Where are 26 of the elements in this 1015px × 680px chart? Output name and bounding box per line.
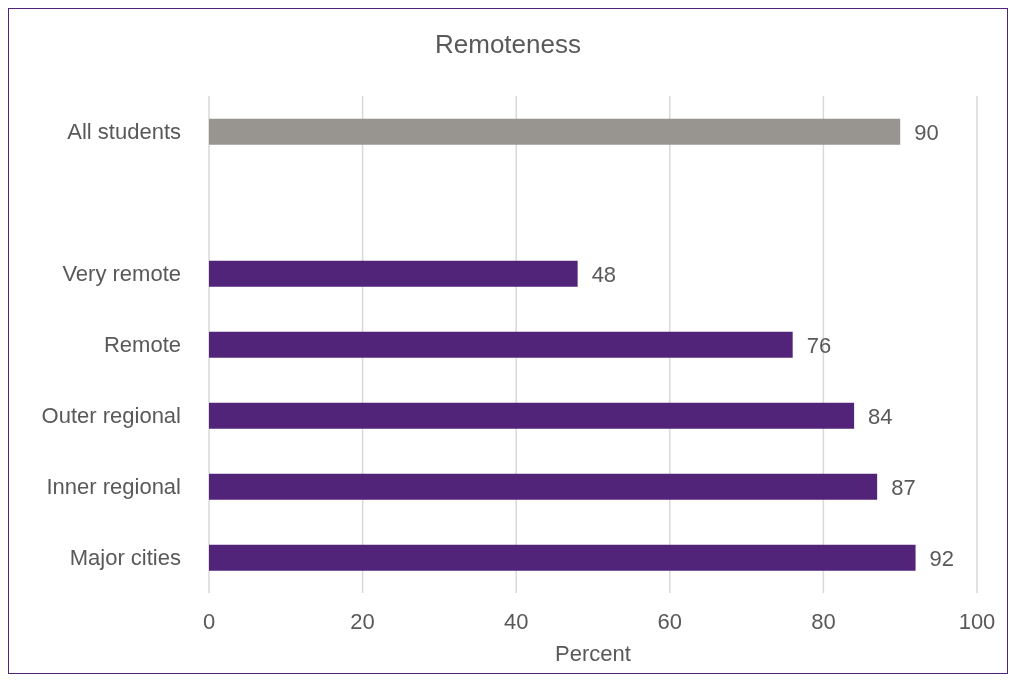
bar <box>209 402 855 429</box>
bar <box>209 331 793 358</box>
y-tick-label: Major cities <box>69 545 181 571</box>
data-label: 84 <box>868 403 893 429</box>
x-tick-label: 80 <box>811 608 836 634</box>
data-label: 76 <box>806 332 832 358</box>
y-tick-label: All students <box>67 119 181 145</box>
y-tick-label: Remote <box>103 332 181 358</box>
bar <box>209 473 878 500</box>
y-tick-label: Very remote <box>62 261 181 287</box>
data-label: 92 <box>929 545 955 571</box>
x-tick-label: 100 <box>958 608 996 634</box>
x-tick-label: 40 <box>503 608 529 634</box>
data-label: 90 <box>914 119 939 145</box>
y-tick-label: Inner regional <box>46 474 181 500</box>
chart-title: Remoteness <box>434 29 582 60</box>
data-label: 48 <box>591 261 617 287</box>
data-label: 87 <box>891 474 916 500</box>
x-axis-title: Percent <box>555 641 631 666</box>
x-tick-label: 60 <box>657 608 683 634</box>
bar <box>209 118 901 145</box>
x-tick-label: 20 <box>350 608 375 634</box>
bar <box>209 544 916 571</box>
y-tick-label: Outer regional <box>41 403 181 429</box>
x-tick-label: 0 <box>202 608 216 634</box>
bar <box>209 260 578 287</box>
